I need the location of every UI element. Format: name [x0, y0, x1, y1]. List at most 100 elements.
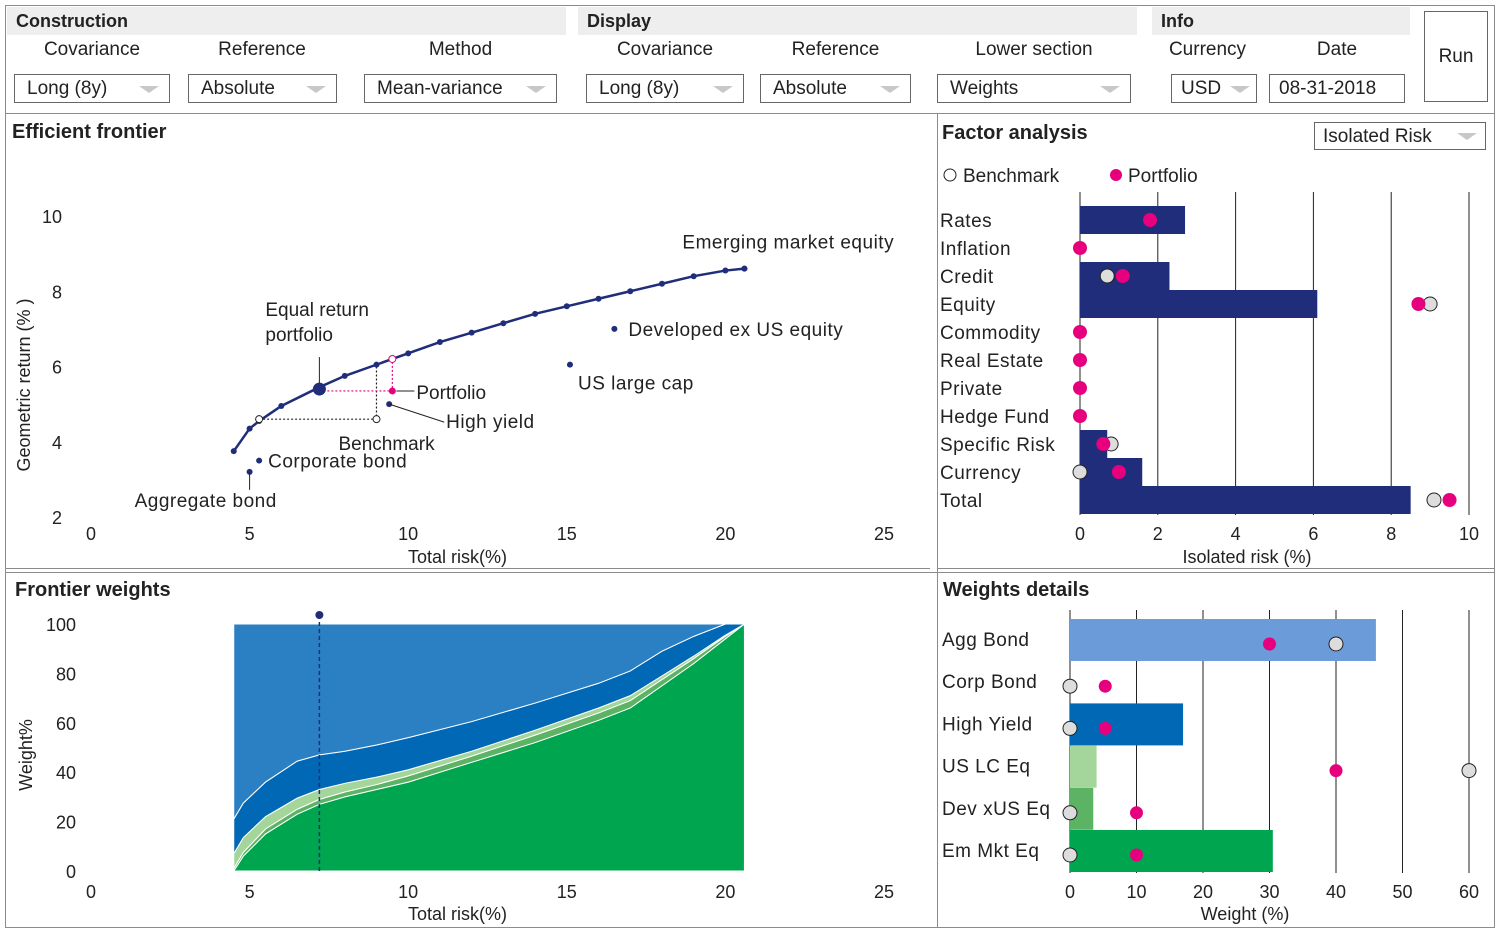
ef-asset-label-high-yield: High yield	[446, 412, 534, 433]
wd-benchmark-marker-high-yield	[1062, 720, 1078, 736]
ef-frontier-point	[627, 288, 634, 295]
ef-frontier-point	[690, 273, 697, 280]
frontier-weights-title: Frontier weights	[15, 579, 171, 601]
info-date-value: 08-31-2018	[1279, 78, 1377, 99]
ef-x-tick-label: 0	[86, 524, 96, 544]
display-lower-label: Lower section	[975, 39, 1093, 60]
ef-y-tick-label: 10	[42, 207, 62, 227]
ef-frontier-point	[722, 267, 729, 274]
app-frame	[5, 5, 1495, 928]
wd-benchmark-marker-dev-xus-eq	[1062, 805, 1078, 821]
fa-portfolio-marker-private	[1073, 381, 1087, 395]
info-date-label: Date	[1316, 39, 1358, 60]
ef-same-risk-point	[388, 354, 397, 363]
fw-x-axis-label: Total risk(%)	[408, 904, 507, 924]
ef-x-tick-label: 20	[715, 524, 735, 544]
wd-portfolio-marker-dev-xus-eq	[1130, 806, 1143, 820]
ef-equal-return-label-line2: portfolio	[265, 325, 333, 346]
wd-bar-us-lc-eq	[1070, 745, 1097, 788]
fa-bar-currency	[1080, 458, 1143, 486]
wd-portfolio-marker-corp-bond	[1098, 679, 1112, 693]
fa-legend-benchmark-label: Benchmark	[963, 166, 1060, 187]
wd-portfolio-marker-high-yield	[1098, 721, 1112, 735]
fa-x-axis-label: Isolated risk (%)	[1182, 547, 1311, 567]
wd-category-label-high-yield: High Yield	[942, 714, 1033, 735]
fa-x-tick-label: 10	[1459, 524, 1479, 544]
chevron-down-icon	[139, 86, 159, 93]
wd-benchmark-marker-agg-bond	[1328, 636, 1344, 652]
wd-bar-dev-xus-eq	[1070, 787, 1094, 830]
display-covariance-dropdown[interactable]: Long (8y)	[586, 74, 744, 103]
ef-y-axis-label: Geometric return (% )	[14, 298, 34, 471]
fa-benchmark-marker-total	[1426, 492, 1442, 508]
fa-x-tick-label: 8	[1386, 524, 1396, 544]
run-button[interactable]: Run	[1424, 11, 1488, 102]
ef-asset-point-corporate-bond	[256, 457, 263, 464]
ef-asset-label-developed-ex-us-equity: Developed ex US equity	[628, 320, 843, 341]
wd-x-tick-label: 10	[1126, 882, 1146, 902]
fw-portfolio-marker-point	[315, 611, 324, 619]
ef-frontier-point	[436, 339, 443, 346]
ef-asset-label-emerging-market-equity: Emerging market equity	[682, 233, 894, 254]
wd-category-label-em-mkt-eq: Em Mkt Eq	[942, 841, 1039, 862]
wd-portfolio-marker-us-lc-eq	[1329, 764, 1343, 778]
construction-covariance-dropdown[interactable]: Long (8y)	[14, 74, 170, 103]
chevron-down-icon	[1230, 86, 1250, 93]
fw-x-tick-label: 0	[86, 882, 96, 902]
display-reference-label: Reference	[791, 39, 880, 60]
ef-x-tick-label: 10	[398, 524, 418, 544]
fa-legend-portfolio-marker	[1110, 169, 1122, 181]
wd-x-axis-label: Weight (%)	[1201, 904, 1290, 924]
construction-header: Construction	[7, 7, 566, 35]
fa-portfolio-marker-real-estate	[1073, 353, 1087, 367]
efficient-frontier-chart: 0 5 10 15 20 25 2 4 6 8 10 Total risk(%) Geometric r…	[14, 207, 894, 567]
wd-x-tick-label: 0	[1065, 882, 1075, 902]
fa-category-label-inflation: Inflation	[940, 239, 1011, 260]
fa-portfolio-marker-equity	[1411, 297, 1426, 311]
construction-reference-value: Absolute	[201, 78, 275, 99]
wd-bar-high-yield	[1070, 703, 1184, 746]
wd-category-label-corp-bond: Corp Bond	[942, 672, 1037, 693]
ef-benchmark-point	[372, 415, 381, 424]
fa-category-label-private: Private	[940, 379, 1003, 400]
wd-benchmark-marker-em-mkt-eq	[1062, 847, 1078, 863]
fa-category-label-commodity: Commodity	[940, 323, 1041, 344]
fa-category-label-currency: Currency	[940, 463, 1021, 484]
fa-portfolio-marker-inflation	[1073, 241, 1087, 255]
ef-frontier-point	[658, 280, 665, 287]
ef-y-tick-label: 4	[52, 433, 62, 453]
ef-frontier-point	[278, 403, 285, 410]
ef-frontier-point	[246, 425, 253, 432]
display-reference-dropdown[interactable]: Absolute	[760, 74, 911, 103]
display-header: Display	[578, 7, 1137, 35]
wd-category-label-agg-bond: Agg Bond	[942, 630, 1029, 651]
info-currency-dropdown[interactable]: USD	[1171, 74, 1257, 103]
ef-frontier-point	[532, 310, 539, 317]
construction-method-dropdown[interactable]: Mean-variance	[364, 74, 557, 103]
factor-mode-dropdown[interactable]: Isolated Risk	[1314, 122, 1486, 150]
fa-portfolio-marker-commodity	[1073, 325, 1087, 339]
fw-y-tick-label: 80	[56, 664, 76, 684]
info-date-field[interactable]: 08-31-2018	[1269, 74, 1405, 103]
fa-portfolio-marker-total	[1442, 493, 1457, 507]
wd-bar-agg-bond	[1070, 619, 1376, 661]
construction-reference-dropdown[interactable]: Absolute	[188, 74, 337, 103]
ef-y-tick-label: 6	[52, 358, 62, 378]
display-lower-dropdown[interactable]: Weights	[937, 74, 1131, 103]
ef-benchmark-label: Benchmark	[338, 434, 435, 455]
factor-analysis-chart: Benchmark Portfolio Rates Inflation Credit Eq…	[940, 166, 1479, 567]
ef-equal-return-label: Equal return	[265, 300, 369, 321]
wd-portfolio-marker-agg-bond	[1263, 637, 1276, 651]
fw-x-tick-label: 15	[557, 882, 577, 902]
fa-x-tick-label: 6	[1308, 524, 1318, 544]
chevron-down-icon	[1100, 86, 1120, 93]
ef-asset-point-us-large-cap	[566, 361, 573, 368]
ef-x-tick-label: 5	[245, 524, 255, 544]
chevron-down-icon	[880, 86, 900, 93]
ef-equal-return-point	[312, 382, 326, 396]
wd-x-tick-label: 60	[1459, 882, 1479, 902]
info-currency-label: Currency	[1168, 39, 1247, 60]
fa-legend-benchmark-marker	[943, 168, 957, 182]
display-reference-value: Absolute	[773, 78, 847, 99]
